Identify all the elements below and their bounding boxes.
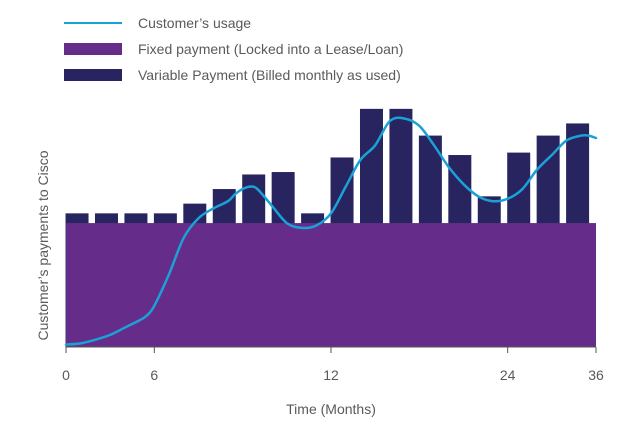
legend-swatch-variable <box>64 69 122 81</box>
legend-label-fixed: Fixed payment (Locked into a Lease/Loan) <box>138 41 404 57</box>
x-tick-label-36: 36 <box>588 367 604 383</box>
legend-swatch-usage <box>64 22 122 24</box>
legend-label-variable: Variable Payment (Billed monthly as used… <box>138 67 401 83</box>
x-axis: 0 6 12 24 36 <box>62 346 604 383</box>
x-tick-label-6: 6 <box>150 367 158 383</box>
x-tick-label-12: 12 <box>323 367 339 383</box>
y-axis-title: Customer’s payments to Cisco <box>35 150 51 340</box>
fixed-payment-group <box>66 223 596 347</box>
x-axis-title: Time (Months) <box>286 401 376 417</box>
legend-item-fixed: Fixed payment (Locked into a Lease/Loan) <box>64 36 484 62</box>
x-tick-label-24: 24 <box>500 367 516 383</box>
x-tick-label-0: 0 <box>62 367 70 383</box>
usage-line-group <box>64 116 598 346</box>
legend-item-usage: Customer’s usage <box>64 10 484 36</box>
legend-item-variable: Variable Payment (Billed monthly as used… <box>64 62 484 88</box>
legend-label-usage: Customer’s usage <box>138 15 252 31</box>
usage-line <box>64 116 598 346</box>
legend-swatch-fixed <box>64 43 122 55</box>
fixed-payment-area <box>66 223 596 347</box>
chart-legend: Customer’s usage Fixed payment (Locked i… <box>64 10 484 88</box>
